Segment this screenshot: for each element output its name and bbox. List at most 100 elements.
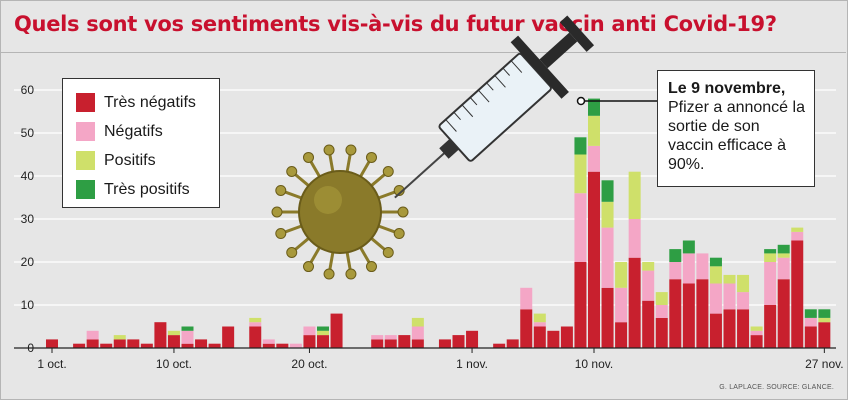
bar-segment [696,253,709,280]
y-tick-label: 20 [21,255,35,269]
bar-segment [574,154,587,194]
bar-segment [289,343,302,348]
bar-segment [615,262,628,288]
bar-segment [384,339,397,348]
virus-spike-tip [323,268,335,280]
virus-outline [298,170,382,254]
legend-item-tres-negatifs: Très négatifs [76,88,219,117]
callout-marker [576,96,586,106]
bar-segment [818,317,831,323]
bar-segment [560,326,573,348]
bar-segment [520,287,533,310]
callout-pointer [576,96,657,106]
bar-segment [642,262,655,271]
bar-segment [533,322,546,327]
syringe-icon [394,15,595,199]
bar-segment [628,219,641,258]
syringe-graduation [510,60,523,73]
y-tick-label: 60 [21,83,35,97]
bar-segment [73,343,86,348]
y-tick-label: 50 [21,126,35,140]
bar-segment [709,283,722,314]
syringe-graduation [478,89,490,103]
legend-swatch [76,122,95,141]
bar-segment [764,253,777,262]
bar-segment [520,309,533,348]
legend-swatch [76,93,95,112]
bar-segment [655,317,668,348]
bar-segment [628,171,641,219]
bar-segment [438,339,451,348]
x-axis: 1 oct. 10 oct. 20 oct. 1 nov. 10 nov. 27 nov. [14,347,844,371]
y-tick-label: 40 [21,169,35,183]
virus-spike-tip [323,144,335,156]
virus-spike-tip [275,184,287,196]
syringe-graduations [445,60,523,132]
legend-item-negatifs: Négatifs [76,117,219,146]
bar-segment [113,335,126,340]
bar-segment [777,257,790,280]
bar-segment [615,287,628,323]
virus-spike-tip [303,261,314,273]
bar-segment [533,326,546,348]
legend-label: Très négatifs [104,93,196,111]
bar-segment [588,115,600,146]
bar-segment [777,253,790,258]
bar-segment [384,335,397,340]
virus-spikes [271,144,409,280]
bar-segment [303,335,316,348]
bar-segment [574,137,587,155]
bar-segment [181,343,194,348]
bar-segment [615,322,628,348]
bar-segment [737,309,750,348]
coronavirus-illustration [271,144,409,280]
bar-segment [262,343,275,348]
syringe-flange [510,35,569,99]
bar-segment [466,330,479,348]
bar-segment [317,335,329,348]
syringe-graduation [494,75,506,88]
bar-segment [452,335,465,348]
bar-segment [777,279,790,348]
y-tick-label: 10 [21,298,35,312]
bar-segment [167,330,180,336]
bar-segment [818,322,831,348]
bar-segment [791,240,804,348]
bar-segment [655,292,668,305]
syringe-graduation [461,104,474,118]
bar-segment [601,180,614,202]
syringe-barrel [438,52,552,162]
bar-segment [750,326,763,331]
syringe-graduation [502,67,510,76]
syringe-graduation [469,97,478,106]
bar-segment [669,262,682,280]
bar-segment [276,343,289,348]
bar-segment [723,274,736,284]
syringe-needle [394,151,447,199]
bar-segment [791,231,804,241]
bar-segment [398,335,411,348]
bar-segment [181,330,194,344]
bar-segment [601,227,614,288]
bar-segment [140,343,153,348]
virus-spike-tip [275,228,287,240]
syringe-graduation [453,111,461,120]
bar-segment [533,313,546,323]
virus-spike-tip [366,261,377,273]
legend-label: Négatifs [104,122,163,140]
virus-syringe-illustration [271,15,595,280]
virus-spike-tip [286,166,298,178]
bar-segment [411,339,424,348]
virus-highlight [314,186,342,214]
x-tick-label: 10 oct. [156,357,192,371]
bar-segment [669,249,682,262]
bar-segment [547,330,560,348]
bar-segment [750,330,763,336]
bar-segment [588,98,600,116]
bar-segment [696,279,709,348]
bar-segment [682,253,695,284]
chart-title: Quels sont vos sentiments vis-à-vis du f… [14,12,777,36]
source-credit: G. LAPLACE. SOURCE: GLANCE. [719,384,834,391]
x-tick-label: 10 nov. [575,357,613,371]
